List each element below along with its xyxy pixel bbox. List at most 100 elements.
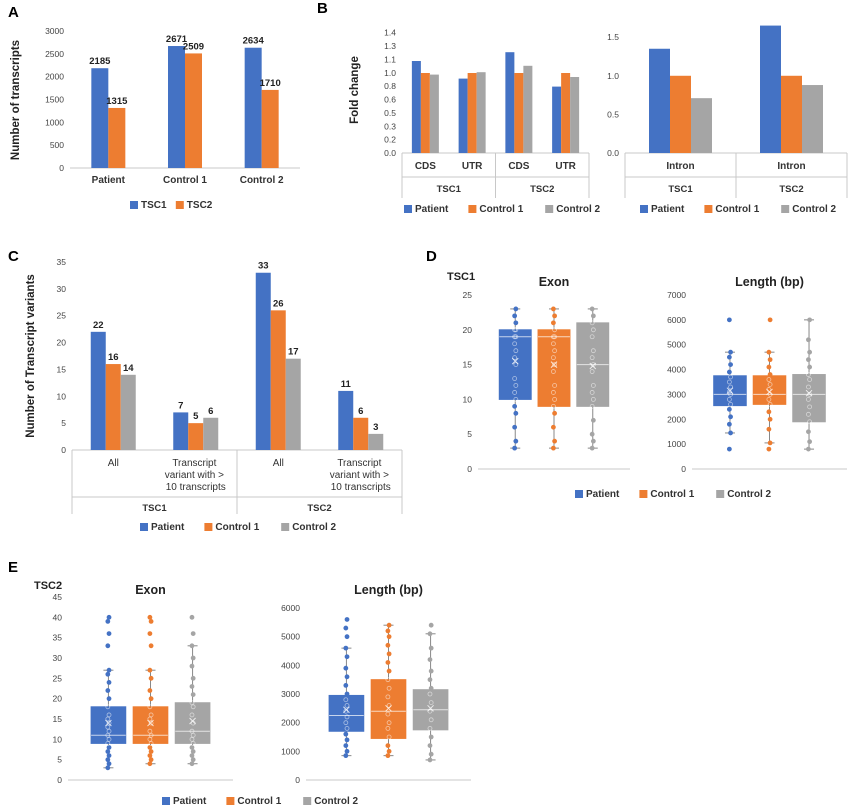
bar (120, 374, 136, 450)
data-point (552, 410, 557, 416)
legend-label: Control 2 (792, 204, 836, 215)
x-tick-label: UTR (462, 161, 483, 172)
chart-title: Length (bp) (354, 583, 423, 597)
data-point (344, 748, 350, 754)
panel-label-e: E (8, 559, 18, 576)
data-point (343, 753, 349, 759)
data-point (148, 749, 154, 754)
data-point (552, 383, 557, 388)
data-label: 1315 (106, 96, 128, 107)
data-point (728, 414, 733, 420)
data-point (589, 390, 595, 395)
data-point (806, 372, 811, 377)
data-label: 6 (208, 406, 213, 417)
data-point (385, 660, 391, 665)
data-point (343, 625, 349, 631)
y-tick-label: 25 (463, 290, 473, 300)
box (537, 329, 571, 407)
data-point (344, 703, 350, 708)
data-point (728, 349, 733, 355)
data-point (428, 734, 434, 740)
data-point (105, 765, 111, 771)
data-point (590, 313, 596, 319)
legend-label: Control 2 (727, 489, 771, 500)
data-point (344, 714, 350, 720)
data-point (427, 743, 433, 748)
data-point (106, 631, 112, 636)
data-point (590, 383, 596, 388)
bar (173, 412, 189, 450)
data-point (766, 349, 772, 355)
group-label: TSC1 (142, 503, 167, 514)
y-tick-label: 6000 (667, 315, 686, 325)
data-point (385, 711, 391, 717)
data-point (590, 438, 596, 444)
data-point (344, 654, 350, 660)
legend-swatch (468, 205, 477, 213)
data-label: 17 (288, 347, 299, 358)
bar (649, 48, 670, 153)
data-point (766, 387, 772, 392)
data-point (551, 355, 556, 361)
panel-label-a: A (8, 4, 19, 21)
bar (670, 75, 691, 153)
data-point (552, 362, 557, 368)
data-label: 2509 (183, 41, 204, 52)
data-point (513, 410, 519, 416)
data-point (148, 712, 154, 718)
x-tick-label-line: 10 transcripts (166, 482, 226, 493)
data-point (806, 429, 811, 435)
y-tick-label: 1.5 (607, 32, 619, 42)
data-point (189, 753, 195, 758)
data-point (106, 753, 112, 758)
data-point (807, 439, 813, 445)
data-point (806, 384, 811, 390)
bar (505, 52, 515, 154)
data-point (590, 327, 596, 333)
data-point (807, 349, 813, 355)
data-point (148, 675, 154, 681)
data-point (807, 377, 813, 382)
y-tick-label: 4000 (667, 365, 686, 375)
data-point (427, 677, 433, 683)
bar (429, 74, 439, 153)
y-tick-label: 20 (463, 325, 473, 335)
bar (802, 85, 823, 153)
y-tick-label: 0.8 (384, 81, 396, 91)
data-point (512, 390, 518, 395)
mean-marker (105, 719, 112, 727)
data-point (552, 396, 557, 402)
box (370, 679, 407, 739)
data-point (551, 341, 556, 347)
legend-label: Control 1 (479, 204, 523, 215)
data-point (189, 614, 195, 620)
x-tick-label-line: variant with > (165, 470, 227, 481)
y-tick-label: 15 (57, 364, 67, 374)
data-point (428, 751, 434, 757)
data-point (386, 720, 392, 726)
x-tick-label: Transcript variant with > 10 transcripts (330, 458, 392, 493)
data-point (512, 313, 518, 319)
y-tick-label: 2500 (45, 49, 64, 59)
data-point (767, 401, 773, 407)
data-point (147, 688, 153, 693)
data-point (512, 327, 518, 333)
data-point (386, 685, 392, 691)
data-point (385, 726, 391, 731)
data-point (148, 757, 154, 763)
y-tick-label: 25 (53, 673, 63, 683)
mean-marker (805, 389, 813, 397)
y-tick-label: 7000 (667, 290, 686, 300)
bar (90, 331, 106, 450)
data-point (189, 712, 195, 718)
y-tick-label: 1.0 (607, 71, 619, 81)
legend-label: Control 2 (556, 204, 600, 215)
data-point (428, 668, 434, 674)
data-point (552, 438, 557, 444)
y-tick-label: 0.6 (384, 95, 396, 105)
bar (523, 65, 533, 153)
data-point (386, 651, 392, 657)
data-point (344, 634, 350, 640)
y-tick-label: 0.0 (607, 148, 619, 158)
chart-title: Exon (539, 275, 570, 289)
